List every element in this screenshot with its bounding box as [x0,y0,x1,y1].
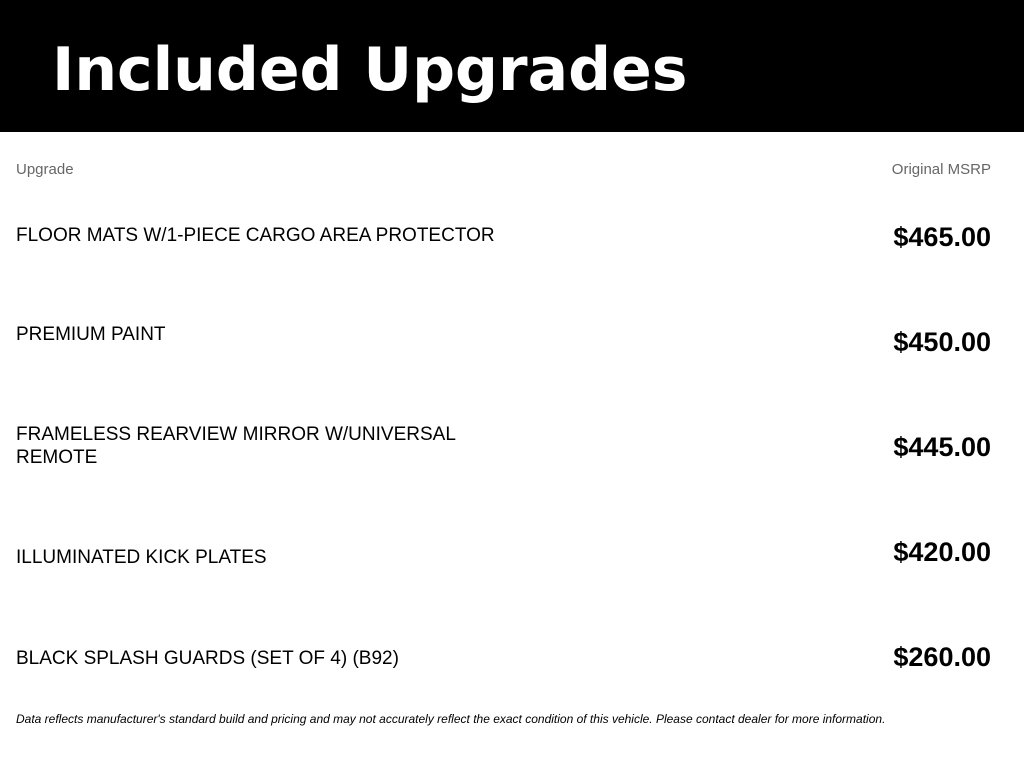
upgrade-price: $420.00 [893,537,991,567]
upgrade-name: FLOOR MATS W/1-PIECE CARGO AREA PROTECTO… [16,225,495,246]
header-banner: Included Upgrades [0,0,1024,132]
upgrade-name: ILLUMINATED KICK PLATES [16,547,267,568]
column-header-msrp: Original MSRP [891,161,991,178]
upgrade-price: $260.00 [893,642,991,672]
disclaimer: Data reflects manufacturer's standard bu… [16,712,886,726]
upgrade-name: FRAMELESS REARVIEW MIRROR W/UNIVERSAL RE… [16,424,456,468]
upgrade-price: $465.00 [893,222,991,252]
upgrade-price: $445.00 [893,432,991,462]
column-header-upgrade: Upgrade [16,161,74,178]
upgrade-name: BLACK SPLASH GUARDS (SET OF 4) (B92) [16,648,399,669]
page-title: Included Upgrades [52,35,688,105]
upgrade-name: PREMIUM PAINT [16,324,166,345]
upgrade-price: $450.00 [893,327,991,357]
